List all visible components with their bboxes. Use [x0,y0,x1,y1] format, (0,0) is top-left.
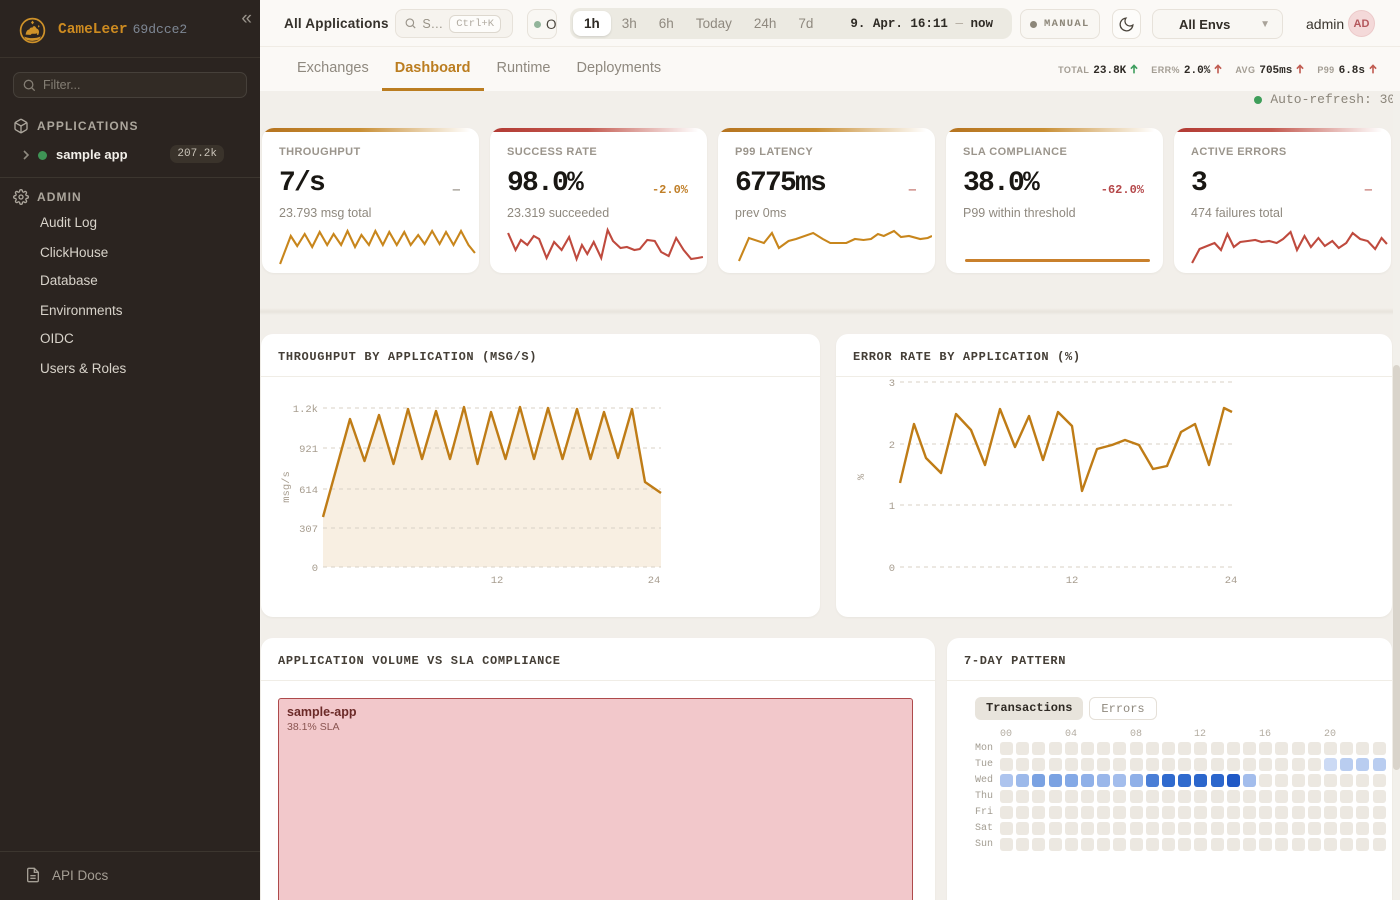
svg-text:2: 2 [889,440,895,452]
svg-text:1.2k: 1.2k [293,404,318,416]
svg-text:1: 1 [889,501,895,513]
svg-text:307: 307 [299,524,318,536]
svg-text:921: 921 [299,444,318,456]
svg-text:24: 24 [648,575,661,587]
svg-text:3: 3 [889,378,895,390]
svg-text:24: 24 [1225,575,1238,587]
svg-text:0: 0 [889,563,895,575]
svg-text:12: 12 [491,575,504,587]
svg-text:msg/s: msg/s [281,471,293,503]
svg-text:12: 12 [1066,575,1079,587]
svg-text:0: 0 [312,563,318,575]
svg-text:%: % [856,473,868,480]
svg-text:614: 614 [299,485,318,497]
